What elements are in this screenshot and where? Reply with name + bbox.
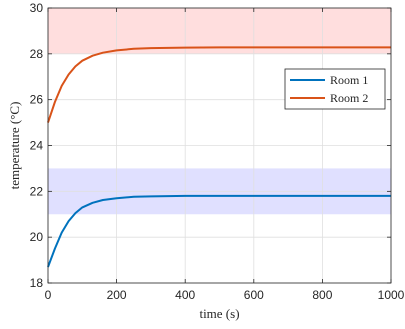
x-tick-label: 1000 [378,288,405,302]
y-tick-label: 28 [30,47,44,61]
y-tick-label: 26 [30,93,44,107]
y-tick-label: 18 [30,276,44,290]
temperature-bands [48,8,391,215]
x-tick-labels: 0 200 400 600 800 1000 [45,288,405,302]
x-tick-label: 0 [45,288,52,302]
y-tick-label: 24 [30,139,44,153]
y-tick-label: 20 [30,230,44,244]
tick-marks [47,7,392,284]
x-tick-label: 600 [244,288,264,302]
x-tick-label: 800 [312,288,332,302]
legend-label-room-1: Room 1 [330,73,368,87]
x-tick-label: 400 [175,288,195,302]
x-axis-label: time (s) [199,306,239,321]
y-tick-label: 22 [30,184,44,198]
y-tick-labels: 18 20 22 24 26 28 30 [30,1,44,290]
band-0 [48,8,391,54]
series-lines [47,46,391,268]
x-tick-label: 200 [107,288,127,302]
series-line-2 [47,46,391,123]
legend-box [284,68,386,110]
legend-label-room-2: Room 2 [330,91,368,105]
y-tick-label: 30 [30,1,44,15]
y-axis-label: temperature (°C) [7,102,22,190]
series-line-1 [47,194,391,268]
legend: Room 1 Room 2 [284,68,386,110]
